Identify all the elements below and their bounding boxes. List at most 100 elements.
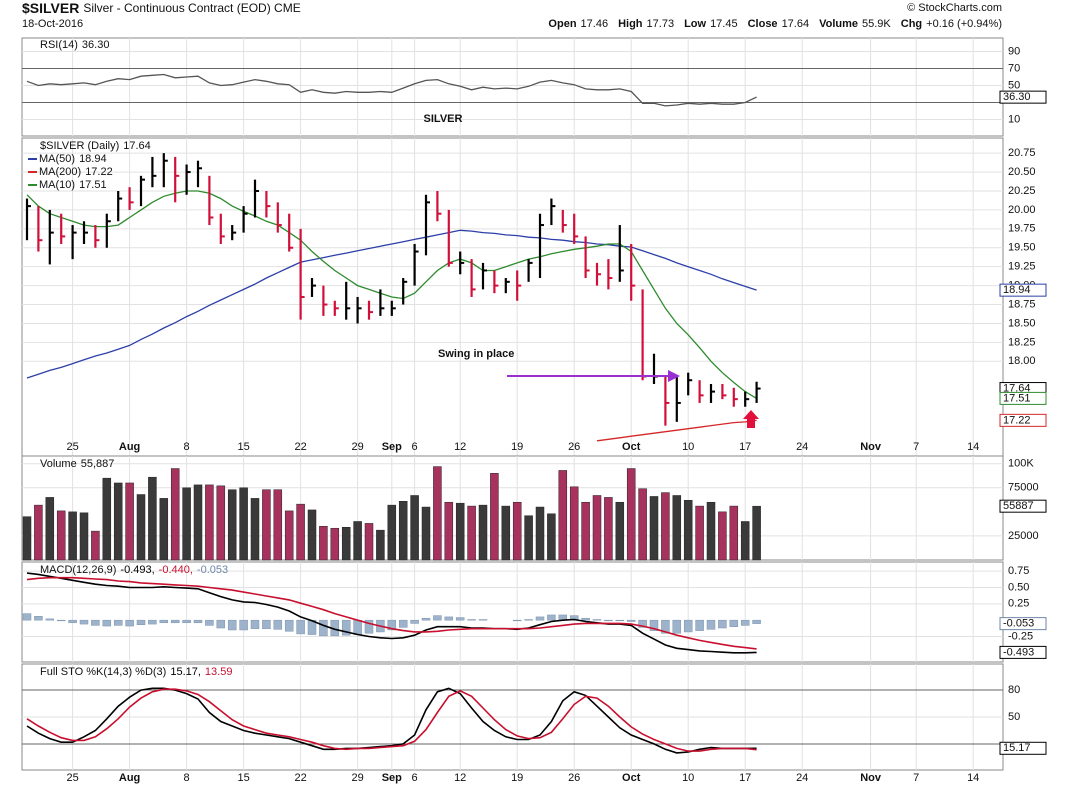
- histogram-bar: [273, 619, 283, 630]
- volume-bar: [182, 487, 191, 561]
- x-tick-label: Oct: [622, 441, 641, 453]
- histogram-bar: [205, 619, 214, 626]
- histogram-bar: [216, 619, 226, 629]
- histogram-bar: [227, 619, 237, 631]
- volume-bar: [649, 496, 659, 561]
- legend-name: Volume: [40, 458, 77, 470]
- legend-value: -0.440,: [159, 564, 193, 576]
- legend: RSI(14) 36.30: [40, 39, 109, 51]
- credit: © StockCharts.com: [907, 2, 1002, 14]
- volume-bar: [319, 526, 328, 561]
- histogram-bar: [615, 619, 625, 622]
- value-tag: [999, 413, 1047, 427]
- volume-bar: [353, 521, 362, 561]
- panel-frame: [21, 455, 1004, 561]
- histogram-bar: [250, 619, 260, 629]
- y-tick-label: 20.75: [1008, 147, 1036, 159]
- rsi-panel: 10 50 70 90 RSI(14) 36.30: [21, 37, 1020, 137]
- value-tag: [999, 741, 1047, 755]
- volume-bar: [524, 515, 533, 561]
- quote-label: Volume: [819, 18, 858, 30]
- legend-name: MA(200): [39, 166, 81, 178]
- volume-bar: [296, 503, 305, 561]
- y-tick-label: 0.75: [1008, 565, 1029, 577]
- histogram-bar: [581, 617, 590, 621]
- value-tag-label: -0.493: [1003, 646, 1034, 658]
- volume-bar: [615, 501, 625, 561]
- series-line: [26, 190, 757, 399]
- series-line: [26, 687, 757, 754]
- legend-name: $SILVER (Daily): [40, 140, 119, 152]
- x-tick-label: 15: [237, 441, 249, 453]
- x-tick-label: 24: [796, 772, 808, 784]
- volume-bar: [79, 512, 89, 561]
- volume-bar: [216, 485, 226, 561]
- volume-bar: [273, 489, 283, 561]
- volume-bar: [136, 494, 146, 561]
- value-tag: [999, 90, 1047, 104]
- y-tick-label: 20.00: [1008, 204, 1036, 216]
- y-tick-label: 80: [1008, 684, 1020, 696]
- histogram-bar: [91, 619, 100, 626]
- x-tick-label: 14: [967, 441, 979, 453]
- histogram-bar: [296, 619, 305, 635]
- x-tick-label: Sep: [382, 441, 402, 453]
- x-tick-label: Sep: [382, 772, 402, 784]
- x-tick-label: 8: [184, 441, 190, 453]
- legend: MA(10) 17.51: [39, 179, 107, 191]
- y-tick-label: 20.25: [1008, 185, 1036, 197]
- x-tick-label: 25: [66, 441, 78, 453]
- legend: Full STO %K(14,3) %D(3) 15.17, 13.59: [40, 666, 232, 678]
- histogram-bar: [433, 615, 442, 621]
- histogram-bar: [364, 619, 374, 634]
- histogram-bar: [45, 618, 55, 621]
- y-tick-label: 0.50: [1008, 581, 1029, 593]
- histogram-bar: [341, 619, 351, 636]
- x-tick-label: 29: [351, 441, 363, 453]
- volume-bar: [604, 497, 613, 561]
- histogram-bar: [113, 619, 123, 626]
- series-line: [26, 576, 757, 650]
- volume-bar: [421, 506, 431, 561]
- histogram-bar: [182, 619, 191, 624]
- legend: MACD(12,26,9) -0.493, -0.440, -0.053: [40, 564, 228, 576]
- panel-frame: [21, 37, 1004, 137]
- volume-bar: [410, 495, 419, 561]
- macd-panel: 0.75 0.50 0.25 -0.25 MACD(12,26,9) -0.493, -0.…: [21, 561, 1033, 663]
- x-tick-label: Aug: [119, 441, 140, 453]
- legend-value: 17.22: [85, 166, 113, 178]
- histogram-bar: [626, 619, 636, 622]
- quote-label: Chg: [901, 18, 922, 30]
- legend: MA(200) 17.22: [39, 166, 113, 178]
- histogram-bar: [535, 616, 545, 621]
- volume-bar: [262, 489, 271, 561]
- volume-bar: [284, 510, 294, 561]
- volume-bar: [91, 530, 100, 561]
- volume-bar: [490, 473, 499, 561]
- volume-bar: [398, 501, 408, 561]
- legend-name: Full STO %K(14,3) %D(3): [40, 666, 166, 678]
- histogram-bar: [649, 619, 659, 631]
- volume-bar: [307, 509, 317, 561]
- quote-value: 17.64: [782, 18, 810, 30]
- value-tag-label: 17.22: [1003, 414, 1031, 426]
- histogram-bar: [193, 619, 203, 624]
- x-tick-label: 17: [739, 441, 751, 453]
- legend-value: -0.053: [197, 564, 228, 576]
- legend-value: 55,887: [81, 458, 115, 470]
- histogram-bar: [718, 619, 727, 629]
- x-tick-label: 6: [412, 772, 418, 784]
- x-tick-label: Nov: [860, 441, 882, 453]
- volume-bar: [626, 468, 636, 561]
- y-tick-label: 18.75: [1008, 298, 1036, 310]
- swing-arrow-head: [668, 370, 680, 382]
- histogram-bar: [524, 619, 533, 621]
- value-tag: [999, 283, 1047, 297]
- x-tick-label: 17: [739, 772, 751, 784]
- annotation: Swing in place: [438, 348, 514, 360]
- volume-bar: [433, 466, 442, 561]
- volume-bar: [672, 495, 682, 561]
- sto-panel: 80 50 Full STO %K(14,3) %D(3) 15.17, 13.59: [21, 663, 1020, 771]
- histogram-bar: [672, 619, 682, 634]
- legend-name: MACD(12,26,9): [40, 564, 116, 576]
